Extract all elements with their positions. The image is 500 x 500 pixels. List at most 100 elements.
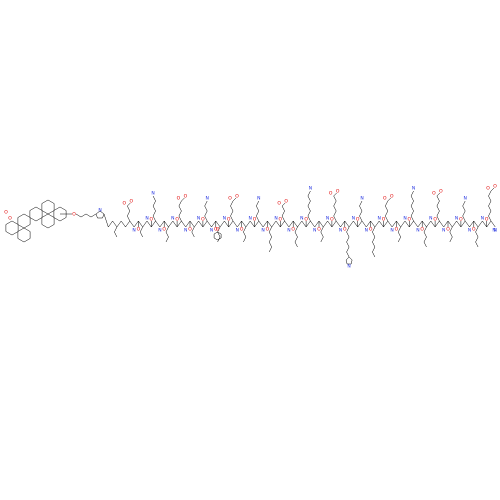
bond <box>288 220 294 228</box>
bond <box>310 220 315 228</box>
bond <box>138 220 143 228</box>
bond <box>281 210 285 217</box>
bond <box>314 220 320 228</box>
bond <box>168 220 174 228</box>
bond <box>120 220 126 228</box>
bond <box>243 231 247 238</box>
ring <box>213 231 222 241</box>
bond <box>152 205 156 212</box>
bond <box>410 205 414 212</box>
bond <box>348 220 354 228</box>
bond <box>404 220 410 228</box>
atom-label: O <box>214 227 218 233</box>
atom-label: O <box>253 217 257 223</box>
atom-label: O <box>123 201 127 207</box>
bond <box>268 246 272 253</box>
atom-label: O <box>330 217 334 223</box>
atom-label: N <box>206 196 209 202</box>
bond <box>346 241 350 248</box>
bond <box>473 220 479 228</box>
bond <box>333 205 337 212</box>
bond <box>436 205 440 212</box>
bond <box>280 220 285 228</box>
atom-label: N <box>132 228 135 234</box>
bond <box>396 220 401 228</box>
atom-label: O <box>369 227 373 233</box>
bond <box>397 231 401 238</box>
bond <box>127 210 131 217</box>
bond <box>307 210 311 217</box>
bond <box>488 210 492 217</box>
bond <box>307 200 311 207</box>
bond <box>410 210 414 217</box>
bond <box>112 220 118 228</box>
bond <box>434 220 440 228</box>
bond <box>139 231 143 238</box>
bond <box>127 202 131 207</box>
atom-label: N <box>429 216 432 222</box>
bond <box>385 205 389 212</box>
atom-label: N <box>145 216 148 222</box>
bond <box>410 215 414 222</box>
atom-label: O <box>446 227 450 233</box>
bond <box>224 220 229 228</box>
bond <box>258 220 264 228</box>
atom-label: O <box>188 227 192 233</box>
bond <box>307 195 311 202</box>
bond <box>372 231 376 238</box>
bond <box>409 220 414 228</box>
bond <box>462 215 466 222</box>
ring <box>53 206 67 222</box>
bond <box>318 220 324 228</box>
atom-label: O <box>235 194 239 200</box>
atom-label: O <box>227 217 231 223</box>
bond <box>475 231 479 238</box>
bond <box>307 215 311 222</box>
bond <box>372 226 376 233</box>
bond <box>194 220 199 228</box>
bond <box>75 213 82 218</box>
atom-label: O <box>383 196 387 202</box>
bond <box>301 220 307 228</box>
imidazole-ring <box>345 256 353 265</box>
bond <box>176 220 182 228</box>
bond <box>163 220 169 228</box>
bond <box>232 220 238 228</box>
bond <box>275 220 281 228</box>
bond <box>268 226 272 233</box>
bond <box>228 220 234 228</box>
bond <box>198 220 204 228</box>
atom-label: O <box>433 217 437 223</box>
bond <box>331 220 337 228</box>
bond <box>114 226 118 233</box>
atom-label: O <box>459 217 463 223</box>
atom-label: N <box>464 196 467 202</box>
bond <box>267 220 272 228</box>
atom-label: N <box>210 228 213 234</box>
bond <box>204 200 208 207</box>
bond <box>204 210 208 217</box>
bond <box>211 220 217 228</box>
bond <box>189 220 195 228</box>
bond <box>439 220 444 228</box>
atom-label: O <box>432 191 436 197</box>
bond <box>125 220 131 228</box>
bond <box>90 213 97 218</box>
bond <box>256 215 260 222</box>
atom-label: N <box>416 228 419 234</box>
bond <box>477 220 483 228</box>
atom-label: N <box>171 216 174 222</box>
bond <box>385 210 389 217</box>
bond <box>387 197 391 202</box>
atom-label: O <box>240 227 244 233</box>
bond <box>152 200 156 207</box>
bond <box>237 220 242 228</box>
bond <box>256 200 260 207</box>
bond <box>462 210 466 217</box>
atom-label: N <box>151 191 154 197</box>
bond <box>361 220 367 228</box>
atom-label: O <box>395 227 399 233</box>
bond <box>370 220 376 228</box>
bond <box>116 220 122 228</box>
bond <box>108 220 113 228</box>
